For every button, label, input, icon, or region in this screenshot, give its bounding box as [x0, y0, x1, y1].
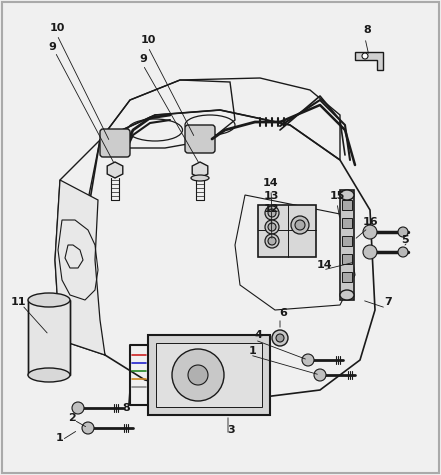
Circle shape — [276, 334, 284, 342]
Circle shape — [295, 220, 305, 230]
Text: 5: 5 — [401, 235, 409, 245]
Text: 10: 10 — [140, 35, 156, 45]
Circle shape — [268, 223, 276, 231]
Ellipse shape — [340, 290, 354, 300]
Circle shape — [265, 234, 279, 248]
Bar — [258, 205, 316, 257]
Circle shape — [268, 209, 276, 217]
Polygon shape — [355, 52, 383, 70]
Bar — [156, 343, 262, 407]
Text: 14: 14 — [263, 178, 279, 188]
Bar — [340, 190, 354, 300]
Circle shape — [398, 247, 408, 257]
Bar — [342, 254, 352, 264]
Circle shape — [188, 365, 208, 385]
Bar — [342, 218, 352, 228]
FancyBboxPatch shape — [100, 129, 130, 157]
Bar — [342, 272, 352, 282]
Bar — [342, 236, 352, 246]
Circle shape — [362, 53, 368, 59]
Polygon shape — [192, 162, 208, 178]
Text: 1: 1 — [56, 433, 64, 443]
Circle shape — [172, 349, 224, 401]
Text: 16: 16 — [362, 217, 378, 227]
Ellipse shape — [28, 293, 70, 307]
Ellipse shape — [191, 175, 209, 181]
Text: 14: 14 — [317, 260, 333, 270]
Text: 1: 1 — [249, 346, 257, 356]
Ellipse shape — [28, 368, 70, 382]
Text: 12: 12 — [263, 204, 279, 214]
Text: 8: 8 — [363, 25, 371, 35]
Polygon shape — [107, 162, 123, 178]
Ellipse shape — [340, 190, 354, 200]
Text: 6: 6 — [279, 308, 287, 318]
Text: 9: 9 — [139, 54, 147, 64]
Text: 10: 10 — [49, 23, 65, 33]
Bar — [342, 200, 352, 210]
Circle shape — [265, 220, 279, 234]
Circle shape — [265, 206, 279, 220]
Circle shape — [363, 245, 377, 259]
Text: 8: 8 — [122, 403, 130, 413]
Circle shape — [272, 330, 288, 346]
Circle shape — [398, 227, 408, 237]
Text: 3: 3 — [227, 425, 235, 435]
Text: 15: 15 — [329, 191, 345, 201]
Bar — [148, 335, 270, 415]
Text: 2: 2 — [68, 413, 76, 423]
Circle shape — [291, 216, 309, 234]
Circle shape — [314, 369, 326, 381]
Circle shape — [302, 354, 314, 366]
Circle shape — [82, 422, 94, 434]
Text: 4: 4 — [254, 330, 262, 340]
Polygon shape — [55, 180, 105, 355]
Bar — [28, 300, 70, 375]
Circle shape — [72, 402, 84, 414]
Circle shape — [363, 225, 377, 239]
Text: 11: 11 — [10, 297, 26, 307]
Circle shape — [268, 237, 276, 245]
FancyBboxPatch shape — [185, 125, 215, 153]
Text: 7: 7 — [384, 297, 392, 307]
Text: 9: 9 — [48, 42, 56, 52]
Text: 13: 13 — [263, 191, 279, 201]
